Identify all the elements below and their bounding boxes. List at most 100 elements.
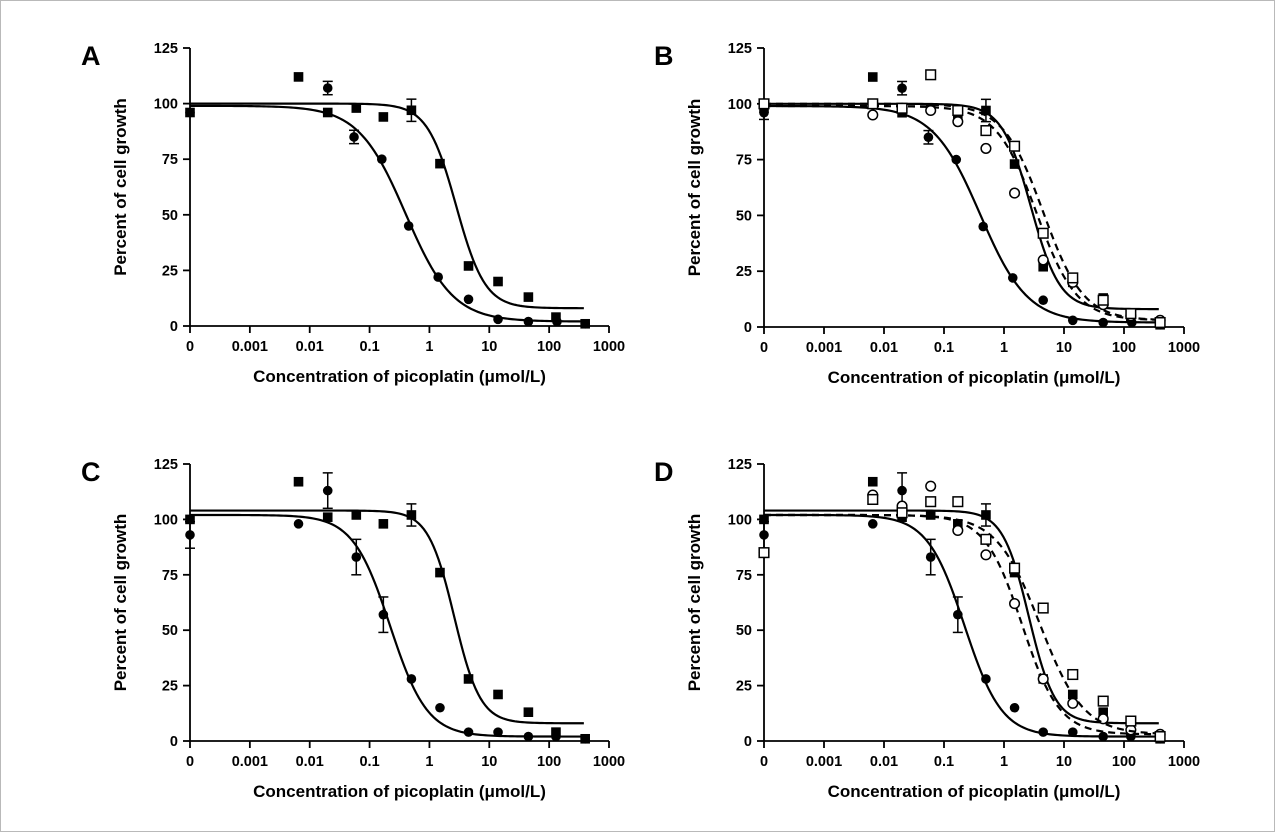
data-point bbox=[867, 72, 878, 82]
data-point bbox=[980, 549, 992, 561]
x-tick-label: 100 bbox=[1112, 754, 1136, 770]
data-point bbox=[1009, 159, 1020, 169]
x-tick-label: 1 bbox=[1000, 754, 1008, 770]
y-axis-title: Percent of cell growth bbox=[685, 99, 704, 277]
data-point bbox=[403, 221, 414, 231]
fit-curve bbox=[764, 104, 1159, 324]
data-point bbox=[867, 519, 878, 529]
x-tick-label: 100 bbox=[537, 754, 561, 770]
data-point bbox=[1009, 702, 1020, 713]
data-point bbox=[1098, 317, 1108, 328]
fit-curve bbox=[190, 104, 584, 323]
y-tick-label: 75 bbox=[736, 153, 752, 169]
fit-curve bbox=[764, 102, 1159, 311]
x-axis-title: Concentration of picoplatin (μmol/L) bbox=[828, 368, 1121, 387]
x-tick-label: 0.001 bbox=[232, 754, 268, 770]
data-point bbox=[980, 125, 992, 137]
data-point bbox=[523, 707, 534, 717]
data-point bbox=[953, 519, 963, 529]
x-axis-title: Concentration of picoplatin (μmol/L) bbox=[253, 367, 546, 386]
data-point bbox=[551, 312, 561, 322]
data-point bbox=[1098, 731, 1108, 742]
y-axis-title: Percent of cell growth bbox=[685, 514, 704, 692]
data-point bbox=[1067, 697, 1079, 709]
data-point bbox=[925, 552, 936, 562]
data-point bbox=[1067, 272, 1079, 284]
data-point bbox=[867, 476, 878, 487]
chart-panel-a: A 0 25 50 75 100 125 0 0.001 0.01 0.1 1 10 100 1000 Con… bbox=[81, 41, 625, 386]
x-tick-label: 10 bbox=[1056, 340, 1072, 356]
data-point bbox=[351, 510, 362, 520]
y-tick-label: 25 bbox=[162, 679, 178, 695]
x-tick-label: 100 bbox=[1112, 340, 1136, 356]
data-point bbox=[952, 104, 964, 117]
y-tick-label: 125 bbox=[728, 41, 752, 57]
x-tick-label: 0.01 bbox=[870, 754, 898, 770]
x-tick-label: 10 bbox=[1056, 754, 1072, 770]
data-point bbox=[1037, 227, 1049, 239]
data-point bbox=[867, 109, 879, 121]
data-point bbox=[1125, 715, 1137, 727]
data-point bbox=[406, 105, 417, 116]
data-point bbox=[349, 132, 359, 142]
chart-panel-c: C 0 25 50 75 100 125 0 0.001 0.01 0.1 1 10 100 1000 Con… bbox=[81, 457, 625, 801]
x-tick-label: 0.1 bbox=[359, 754, 379, 770]
data-point bbox=[463, 674, 474, 684]
data-point bbox=[493, 276, 503, 287]
chart-panel-b: B 0 25 50 75 100 125 0 0.001 0.01 0.1 1 10 100 1000 Con… bbox=[654, 41, 1200, 387]
data-point bbox=[953, 609, 963, 620]
fit-curve bbox=[764, 104, 1159, 321]
data-point bbox=[759, 514, 769, 525]
data-point bbox=[1038, 727, 1048, 737]
y-axis-title: Percent of cell growth bbox=[111, 98, 130, 276]
data-point bbox=[1067, 315, 1078, 326]
x-tick-label: 1000 bbox=[1168, 754, 1200, 770]
x-tick-label: 0.1 bbox=[934, 754, 954, 770]
fit-curve bbox=[764, 509, 1159, 725]
data-point bbox=[867, 493, 879, 506]
data-point bbox=[378, 112, 389, 122]
data-point bbox=[978, 221, 988, 232]
series-filled-square bbox=[185, 72, 590, 329]
y-tick-label: 100 bbox=[154, 512, 178, 528]
x-axis-title: Concentration of picoplatin (μmol/L) bbox=[253, 782, 546, 801]
y-tick-label: 25 bbox=[736, 264, 752, 280]
data-point bbox=[951, 154, 962, 165]
series-open-circle bbox=[758, 98, 1166, 326]
data-point bbox=[406, 510, 417, 520]
fit-curve bbox=[190, 509, 584, 725]
series-filled-square bbox=[185, 476, 590, 744]
y-tick-label: 0 bbox=[170, 734, 178, 750]
data-point bbox=[185, 107, 195, 118]
data-point bbox=[322, 512, 333, 522]
data-point bbox=[1097, 294, 1109, 306]
x-tick-label: 0.01 bbox=[296, 339, 324, 355]
data-point bbox=[1037, 254, 1049, 266]
x-tick-label: 1 bbox=[425, 339, 433, 355]
x-tick-label: 0.01 bbox=[296, 754, 324, 770]
data-point bbox=[1067, 727, 1078, 737]
panel-letter: A bbox=[81, 41, 101, 71]
data-point bbox=[351, 552, 362, 562]
fit-curve bbox=[764, 102, 1159, 321]
data-point bbox=[980, 533, 992, 545]
data-point bbox=[185, 530, 195, 540]
data-point bbox=[351, 103, 362, 113]
data-point bbox=[925, 69, 937, 81]
data-point bbox=[1037, 673, 1049, 685]
data-point bbox=[580, 733, 590, 744]
data-point bbox=[551, 727, 561, 737]
x-tick-label: 0 bbox=[186, 339, 194, 355]
x-tick-label: 1000 bbox=[593, 754, 625, 770]
y-tick-label: 75 bbox=[162, 568, 178, 584]
data-point bbox=[1009, 562, 1021, 574]
panel-letter: C bbox=[81, 457, 101, 487]
panel-letter: B bbox=[654, 41, 674, 71]
data-point bbox=[433, 272, 443, 282]
data-point bbox=[293, 519, 304, 529]
x-tick-label: 0.1 bbox=[359, 339, 379, 355]
data-point bbox=[322, 485, 333, 496]
fit-curve bbox=[764, 513, 1159, 735]
x-tick-label: 100 bbox=[537, 339, 561, 355]
